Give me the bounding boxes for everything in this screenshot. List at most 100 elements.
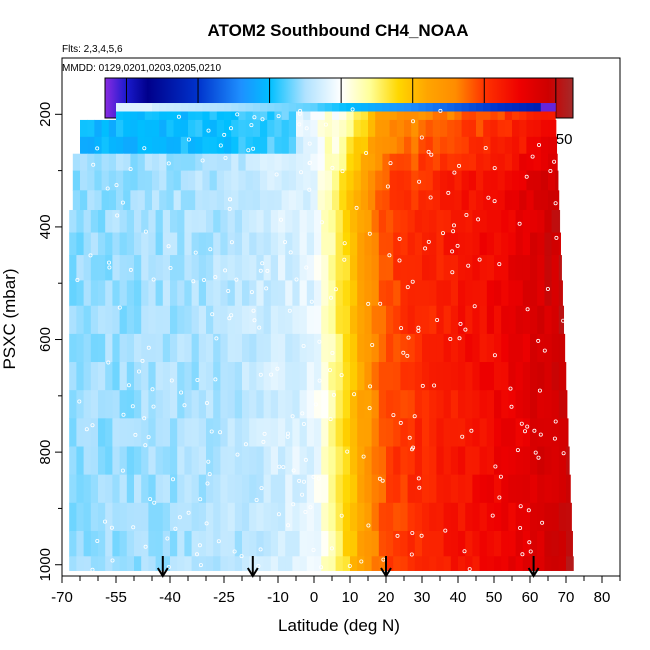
heatmap-cell [126, 362, 135, 391]
heatmap-cell [220, 556, 229, 571]
heatmap-cell [465, 502, 473, 532]
heatmap-cell [314, 474, 322, 504]
heatmap-cell [188, 190, 196, 211]
heatmap-cell [407, 305, 416, 335]
heatmap-cell [364, 210, 373, 234]
heatmap-cell [364, 446, 373, 476]
heatmap-cell [184, 362, 193, 391]
heatmap-cell [256, 255, 265, 282]
sample-dot [235, 112, 240, 117]
heatmap-cell [184, 530, 193, 557]
heatmap-cell [468, 190, 477, 211]
heatmap-cell [252, 119, 261, 138]
heatmap-cell [94, 190, 103, 211]
heatmap-cell [429, 362, 437, 391]
heatmap-cell [476, 170, 484, 191]
heatmap-cell [382, 136, 391, 155]
heatmap-cell [134, 556, 142, 571]
heatmap-cell [558, 210, 561, 234]
heatmap-cell [425, 190, 434, 211]
heatmap-cell [245, 136, 254, 155]
sample-dot [299, 170, 304, 175]
heatmap-cell [270, 502, 279, 532]
sample-dot [327, 368, 332, 373]
heatmap-cell [119, 362, 128, 391]
heatmap-cell [324, 103, 333, 121]
heatmap-cell [263, 556, 272, 571]
heatmap-cell [328, 556, 337, 571]
heatmap-cell [112, 280, 121, 307]
heatmap-cell [155, 333, 164, 363]
sample-dot [492, 353, 497, 358]
heatmap-cell [357, 333, 365, 363]
heatmap-cell [83, 418, 92, 448]
heatmap-cell [494, 446, 502, 476]
heatmap-cell [440, 136, 448, 155]
sample-dot [457, 336, 462, 341]
sample-dot [301, 343, 306, 348]
heatmap-cell [472, 446, 481, 476]
heatmap-cell [522, 305, 531, 335]
sample-dot [435, 317, 440, 322]
heatmap-cell [465, 232, 473, 256]
heatmap-cell [548, 103, 556, 121]
heatmap-cell [206, 418, 214, 448]
heatmap-cell [382, 170, 391, 191]
heatmap-cell [180, 170, 189, 191]
heatmap-cell [350, 305, 358, 335]
heatmap-cell [98, 362, 106, 391]
heatmap-cell [123, 103, 131, 112]
heatmap-cell [202, 136, 211, 155]
y-axis-label: PSXC (mbar) [0, 268, 19, 369]
sample-dot [258, 268, 263, 273]
heatmap-cell [184, 210, 193, 234]
heatmap-cell [105, 232, 113, 256]
heatmap-cell [220, 280, 229, 307]
x-tick-label: -55 [105, 589, 127, 606]
heatmap-cell [422, 255, 430, 282]
heatmap-cell [342, 210, 351, 234]
heatmap-cell [544, 333, 553, 363]
heatmap-cell [242, 305, 250, 335]
heatmap-cell [332, 153, 340, 172]
heatmap-cell [551, 446, 560, 476]
heatmap-cell [76, 446, 85, 476]
heatmap-cell [454, 153, 463, 172]
sample-dot [91, 162, 96, 167]
heatmap-cell [173, 153, 182, 172]
sample-dot [464, 212, 469, 217]
heatmap-cell [353, 103, 362, 112]
heatmap-cell [105, 474, 113, 504]
heatmap-cell [465, 474, 473, 504]
heatmap-cell [458, 305, 466, 335]
heatmap-cell [123, 119, 131, 138]
heatmap-cell [278, 530, 286, 557]
heatmap-cell [306, 362, 315, 391]
heatmap-cell [209, 103, 218, 112]
heatmap-cell [119, 502, 128, 532]
sample-dot [523, 429, 528, 434]
sample-dot [350, 107, 355, 112]
sample-dot [213, 377, 218, 382]
heatmap-cell [206, 232, 214, 256]
heatmap-cell [378, 530, 387, 557]
heatmap-cell [112, 446, 121, 476]
sample-dot [388, 161, 393, 166]
heatmap-cell [429, 280, 437, 307]
heatmap-cell [447, 103, 455, 112]
heatmap-cell [213, 210, 221, 234]
heatmap-cell [213, 255, 221, 282]
sample-dot [331, 392, 336, 397]
sample-dot [226, 288, 231, 293]
heatmap-cell [368, 190, 376, 211]
heatmap-cell [324, 136, 333, 155]
heatmap-cell [173, 136, 182, 155]
heatmap-cell [558, 474, 567, 504]
heatmap-cell [314, 418, 322, 448]
heatmap-cell [335, 556, 344, 571]
heatmap-cell [148, 390, 157, 419]
heatmap-cell [105, 255, 113, 282]
heatmap-cell [195, 190, 203, 211]
heatmap-cell [490, 103, 499, 121]
sample-dot [301, 421, 306, 426]
